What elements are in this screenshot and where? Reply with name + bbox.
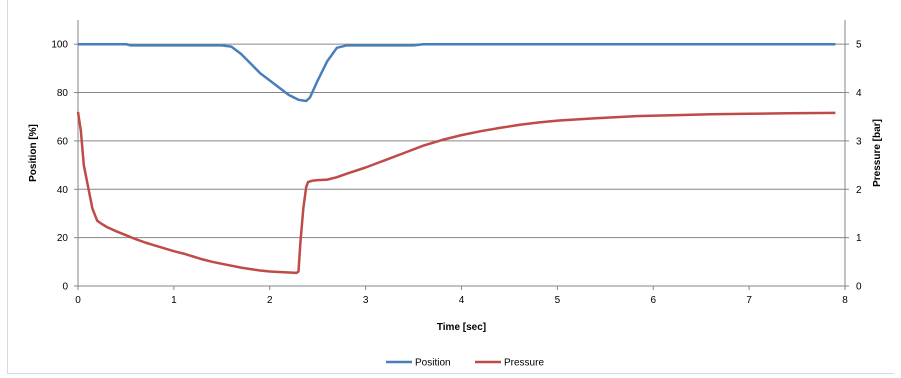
x-tick-label: 1: [171, 295, 177, 306]
y-left-tick-label: 100: [51, 40, 68, 51]
y-right-tick-label: 4: [856, 88, 862, 99]
x-tick-label: 7: [746, 295, 752, 306]
x-axis-title: Time [sec]: [437, 322, 486, 333]
x-tick-label: 8: [842, 295, 848, 306]
chart-frame: [7, 0, 894, 374]
y-left-tick-label: 40: [57, 185, 69, 196]
legend-label-pressure: Pressure: [504, 358, 544, 369]
x-tick-label: 6: [650, 295, 656, 306]
y-right-tick-label: 3: [856, 136, 862, 147]
y-axis-left-title: Position [%]: [28, 124, 39, 182]
legend-label-position: Position: [415, 358, 451, 369]
y-axis-right-title: Pressure [bar]: [872, 119, 883, 187]
y-left-tick-label: 20: [57, 233, 69, 244]
series-lines: [76, 42, 836, 275]
y-left-tick-label: 80: [57, 88, 69, 99]
y-left-tick-label: 60: [57, 136, 69, 147]
y-left-tick-label: 0: [62, 282, 68, 293]
gridlines: [78, 43, 845, 239]
tick-labels: 0 20 40 60 80 100 0 1 2 3 4 5 0 1 2 3 4 5 6 7 8: [51, 40, 862, 306]
axes: [74, 20, 849, 290]
x-tick-label: 2: [267, 295, 273, 306]
legend: Position Pressure: [386, 358, 544, 369]
y-right-tick-label: 1: [856, 233, 862, 244]
x-tick-label: 4: [459, 295, 465, 306]
x-tick-label: 0: [75, 295, 81, 306]
x-tick-label: 5: [555, 295, 561, 306]
y-right-tick-label: 5: [856, 40, 862, 51]
y-right-tick-label: 0: [856, 282, 862, 293]
y-right-tick-label: 2: [856, 185, 862, 196]
x-tick-label: 3: [363, 295, 369, 306]
series-line-pressure: [76, 111, 836, 275]
series-line-position: [78, 42, 836, 103]
